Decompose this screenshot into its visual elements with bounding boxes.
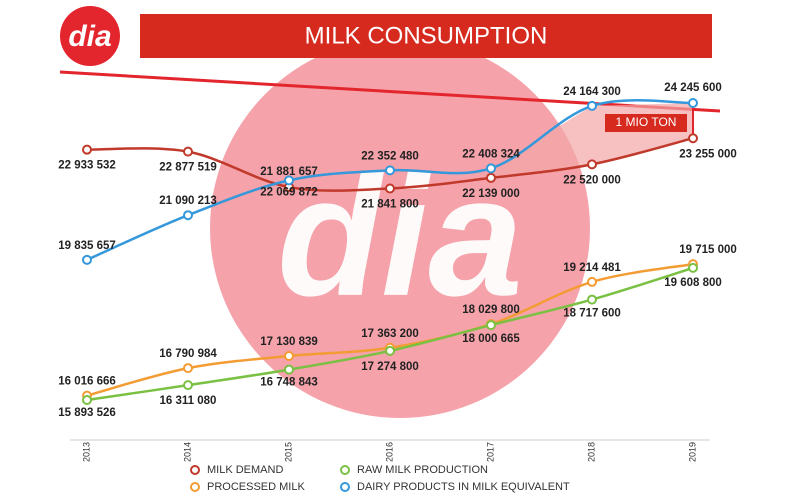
legend-marker [340, 465, 350, 475]
legend-marker [190, 465, 200, 475]
data-point [486, 172, 496, 183]
x-tick-label: 2013 [81, 442, 91, 462]
data-label: 15 893 526 [58, 407, 116, 419]
x-tick-label: 2017 [485, 442, 495, 462]
data-label: 16 790 984 [159, 348, 217, 360]
data-point [82, 254, 92, 265]
data-label: 22 408 324 [462, 148, 520, 160]
data-point [183, 210, 193, 221]
data-label: 24 245 600 [664, 82, 722, 94]
data-label: 21 841 800 [361, 199, 419, 211]
data-label: 21 881 657 [260, 166, 318, 178]
data-point [284, 351, 294, 362]
x-tick-label: 2014 [182, 442, 192, 462]
logo-text: dia [68, 20, 111, 53]
chart-title: MILK CONSUMPTION [305, 22, 548, 49]
watermark-text: dia [277, 142, 523, 332]
x-tick-label: 2016 [384, 442, 394, 462]
data-point [587, 100, 597, 111]
data-point [688, 262, 698, 273]
data-label: 22 520 000 [563, 174, 621, 186]
data-point [385, 183, 395, 194]
data-label: 19 214 481 [563, 262, 621, 274]
data-label: 22 139 000 [462, 188, 520, 200]
data-point [385, 165, 395, 176]
title-bar [140, 14, 712, 58]
trend-line [59, 70, 721, 113]
data-label: 16 748 843 [260, 377, 318, 389]
data-label: 17 363 200 [361, 328, 419, 340]
annotation: 1 MIO TON [616, 115, 677, 129]
data-label: 22 877 519 [159, 162, 217, 174]
data-point [587, 276, 597, 287]
x-tick-label: 2015 [283, 442, 293, 462]
data-label: 23 255 000 [679, 148, 737, 160]
data-point [284, 364, 294, 375]
data-label: 22 352 480 [361, 150, 419, 162]
data-label: 18 000 665 [462, 333, 520, 345]
legend-marker [340, 482, 350, 492]
data-point [486, 320, 496, 331]
data-label: 16 311 080 [160, 395, 217, 407]
legend-label: RAW MILK PRODUCTION [357, 464, 488, 476]
data-point [183, 146, 193, 157]
data-point [486, 163, 496, 174]
x-tick-label: 2019 [687, 442, 697, 462]
data-label: 24 164 300 [563, 86, 621, 98]
x-tick-label: 2018 [586, 442, 596, 462]
data-label: 19 608 800 [664, 277, 722, 289]
data-label: 18 029 800 [462, 304, 520, 316]
data-point [284, 175, 294, 186]
data-point [82, 395, 92, 405]
data-label: 16 016 666 [58, 376, 116, 388]
data-point [587, 294, 597, 305]
data-label: 17 274 800 [361, 361, 419, 373]
logo-circle [60, 6, 120, 66]
annotation-box [605, 114, 687, 132]
data-label: 22 069 872 [260, 186, 318, 198]
data-label: 17 130 839 [260, 336, 318, 348]
data-label: 21 090 213 [159, 195, 217, 207]
data-point [183, 363, 193, 374]
legend-label: PROCESSED MILK [207, 481, 305, 493]
data-point [183, 380, 193, 391]
data-point [688, 98, 698, 108]
data-point [688, 133, 698, 144]
data-point [82, 144, 92, 155]
data-label: 18 717 600 [563, 308, 621, 320]
legend-label: MILK DEMAND [207, 464, 283, 476]
legend-label: DAIRY PRODUCTS IN MILK EQUIVALENT [357, 481, 570, 493]
data-label: 22 933 532 [58, 160, 116, 172]
data-label: 19 715 000 [679, 244, 737, 256]
data-point [587, 159, 597, 170]
legend-marker [190, 482, 200, 492]
data-point [385, 345, 395, 356]
data-label: 19 835 657 [58, 240, 116, 252]
